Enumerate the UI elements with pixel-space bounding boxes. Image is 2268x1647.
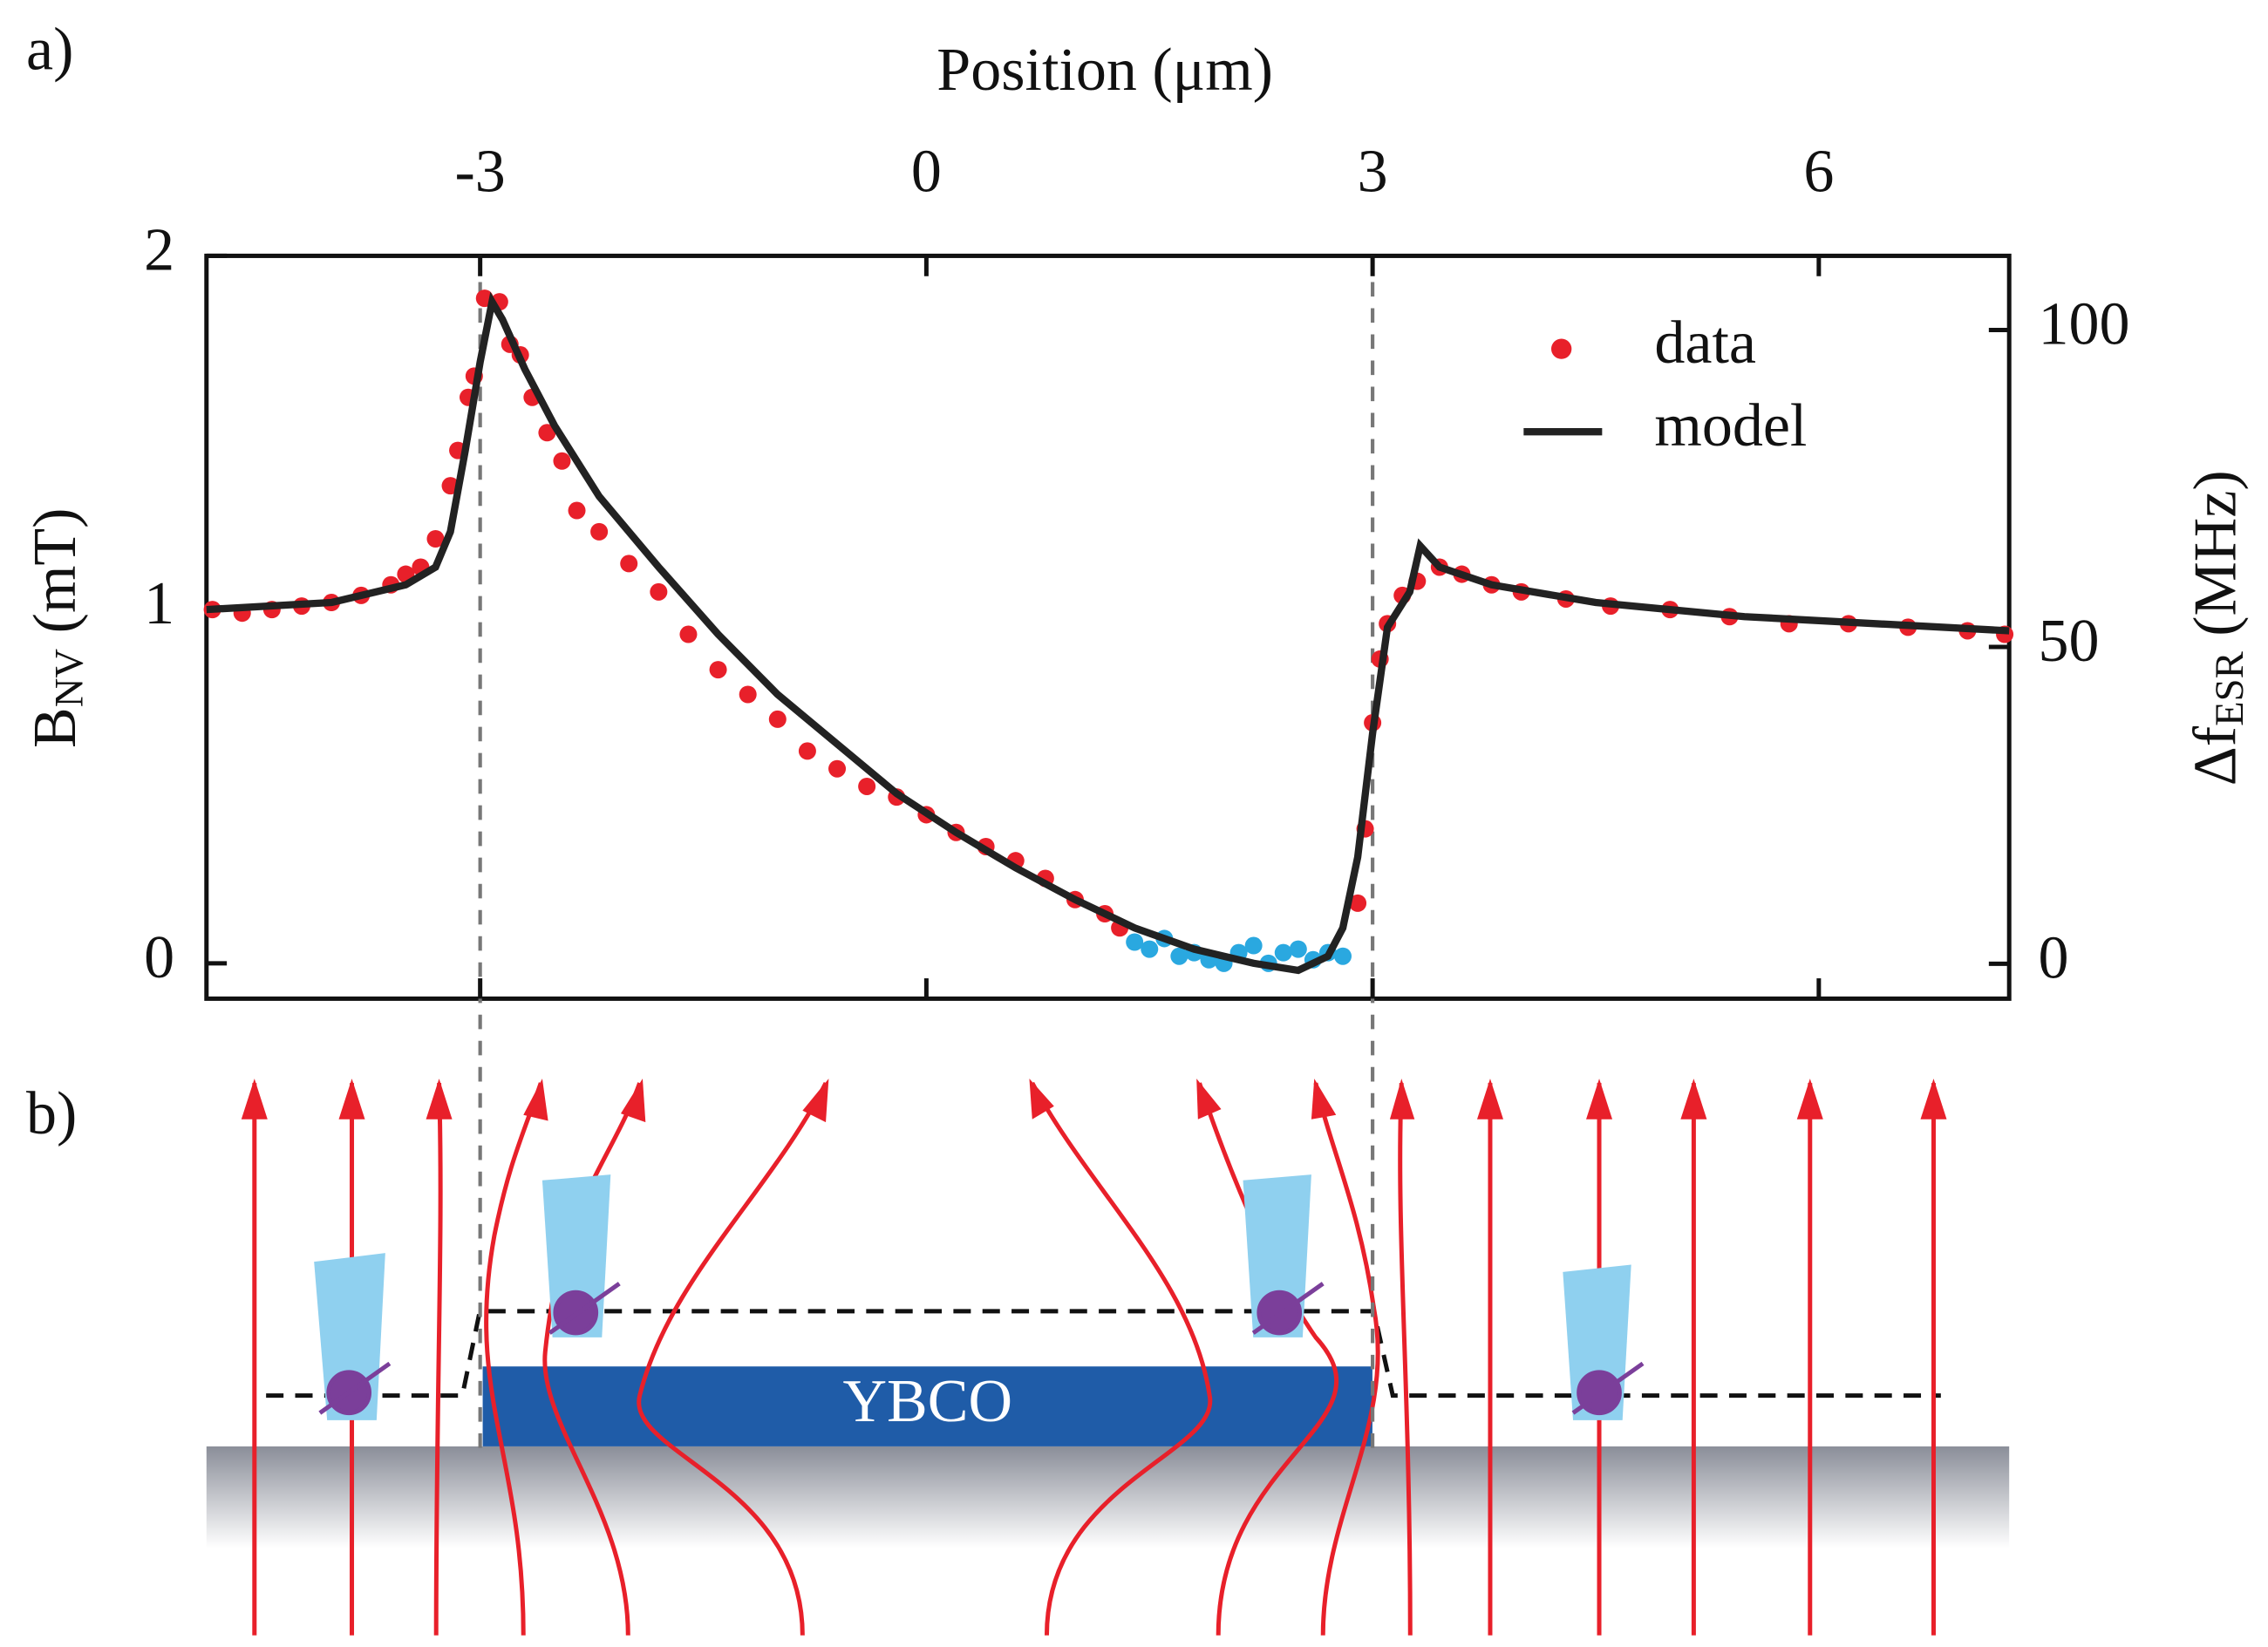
ybco-film — [482, 1366, 1372, 1446]
data-point — [768, 710, 787, 728]
y2-axis-label: ΔfESR (MHz) — [2183, 470, 2252, 786]
data-point — [590, 522, 609, 541]
scan-path — [266, 1309, 1941, 1399]
data-point — [1170, 947, 1188, 965]
field-lines — [252, 1081, 1936, 1636]
spins — [318, 1282, 1645, 1416]
x-axis-label: Position (μm) — [936, 37, 1273, 104]
data-point — [739, 685, 757, 704]
data-point — [858, 777, 876, 795]
y2-tick-label: 50 — [2039, 608, 2100, 675]
data-point — [1349, 894, 1367, 912]
y-tick-label: 0 — [144, 924, 174, 991]
data-point — [650, 582, 668, 601]
y2-tick-label: 0 — [2039, 924, 2069, 991]
legend-swatch — [1551, 338, 1572, 359]
data-point — [1141, 940, 1159, 958]
diagram: YBCO — [206, 1079, 2010, 1636]
data-point — [620, 555, 638, 573]
data-point — [798, 742, 816, 760]
data-point — [828, 759, 847, 778]
arrowheads — [241, 1079, 1947, 1123]
y-tick-label: 1 — [144, 570, 174, 637]
data-point — [538, 424, 556, 442]
data-point — [1274, 943, 1292, 962]
y-tick-label: 2 — [144, 216, 174, 283]
substrate — [206, 1446, 2010, 1548]
ybco-label: YBCO — [842, 1368, 1012, 1435]
y2-tick-label: 100 — [2039, 291, 2130, 358]
data-point — [679, 625, 698, 643]
data-point — [553, 452, 571, 470]
data-point — [709, 661, 727, 679]
y-axis-label: BNV (mT) — [22, 508, 92, 749]
data-point — [1333, 947, 1352, 965]
panel-label: a) — [26, 16, 73, 83]
x-tick-label: 6 — [1803, 138, 1834, 205]
panel-label: b) — [26, 1080, 77, 1147]
data-point — [568, 501, 586, 520]
data-point — [1244, 936, 1263, 955]
data-point — [1289, 940, 1307, 958]
data-point — [1126, 933, 1144, 951]
x-tick-label: 0 — [911, 138, 942, 205]
legend-label: model — [1654, 392, 1807, 459]
x-tick-label: -3 — [454, 138, 505, 205]
x-tick-label: 3 — [1358, 138, 1388, 205]
model-line — [206, 291, 2010, 975]
data-point — [426, 529, 445, 548]
legend-label: data — [1654, 310, 1756, 377]
